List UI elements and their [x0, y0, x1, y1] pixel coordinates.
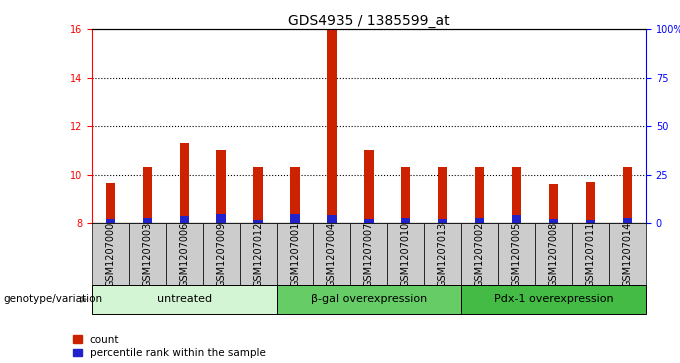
Text: GSM1207001: GSM1207001: [290, 221, 300, 287]
Text: GSM1207009: GSM1207009: [216, 221, 226, 287]
Bar: [401, 218, 411, 223]
Bar: [239, 223, 277, 285]
Bar: [92, 223, 129, 285]
Text: GSM1207013: GSM1207013: [438, 221, 448, 287]
Text: GSM1207002: GSM1207002: [475, 221, 485, 287]
Bar: [438, 167, 447, 223]
Bar: [277, 285, 461, 314]
Bar: [609, 223, 646, 285]
Bar: [364, 150, 373, 223]
Bar: [498, 223, 535, 285]
Bar: [512, 167, 522, 223]
Bar: [143, 218, 152, 223]
Bar: [438, 219, 447, 223]
Text: Pdx-1 overexpression: Pdx-1 overexpression: [494, 294, 613, 305]
Bar: [92, 285, 277, 314]
Text: GSM1207004: GSM1207004: [327, 221, 337, 287]
Bar: [105, 219, 115, 223]
Bar: [461, 285, 646, 314]
Text: GSM1207005: GSM1207005: [511, 221, 522, 287]
Bar: [623, 218, 632, 223]
Bar: [203, 223, 239, 285]
Bar: [254, 167, 262, 223]
Text: GSM1207008: GSM1207008: [549, 221, 559, 287]
Text: β-gal overexpression: β-gal overexpression: [311, 294, 427, 305]
Bar: [290, 167, 300, 223]
Text: GSM1207010: GSM1207010: [401, 221, 411, 287]
Bar: [364, 219, 373, 223]
Bar: [290, 214, 300, 223]
Bar: [475, 218, 484, 223]
Bar: [216, 214, 226, 223]
Text: GSM1207003: GSM1207003: [142, 221, 152, 287]
Bar: [327, 216, 337, 223]
Bar: [166, 223, 203, 285]
Bar: [424, 223, 461, 285]
Text: GSM1207014: GSM1207014: [622, 221, 632, 287]
Text: GSM1207011: GSM1207011: [585, 221, 596, 287]
Bar: [327, 29, 337, 223]
Text: GSM1207000: GSM1207000: [105, 221, 116, 287]
Bar: [623, 167, 632, 223]
Bar: [512, 216, 522, 223]
Text: untreated: untreated: [156, 294, 211, 305]
Bar: [388, 223, 424, 285]
Text: genotype/variation: genotype/variation: [3, 294, 103, 305]
Bar: [535, 223, 572, 285]
Text: GSM1207006: GSM1207006: [179, 221, 189, 287]
Text: GSM1207012: GSM1207012: [253, 221, 263, 287]
Bar: [180, 143, 189, 223]
Bar: [277, 223, 313, 285]
Bar: [549, 219, 558, 223]
Bar: [475, 167, 484, 223]
Bar: [143, 167, 152, 223]
Bar: [129, 223, 166, 285]
Bar: [461, 223, 498, 285]
Bar: [180, 216, 189, 223]
Bar: [572, 223, 609, 285]
Bar: [216, 150, 226, 223]
Bar: [586, 220, 595, 223]
Bar: [254, 220, 262, 223]
Legend: count, percentile rank within the sample: count, percentile rank within the sample: [73, 335, 266, 358]
Text: GSM1207007: GSM1207007: [364, 221, 374, 287]
Bar: [401, 167, 411, 223]
Bar: [313, 223, 350, 285]
Bar: [549, 184, 558, 223]
Bar: [350, 223, 388, 285]
Title: GDS4935 / 1385599_at: GDS4935 / 1385599_at: [288, 14, 449, 28]
Bar: [586, 182, 595, 223]
Bar: [105, 183, 115, 223]
